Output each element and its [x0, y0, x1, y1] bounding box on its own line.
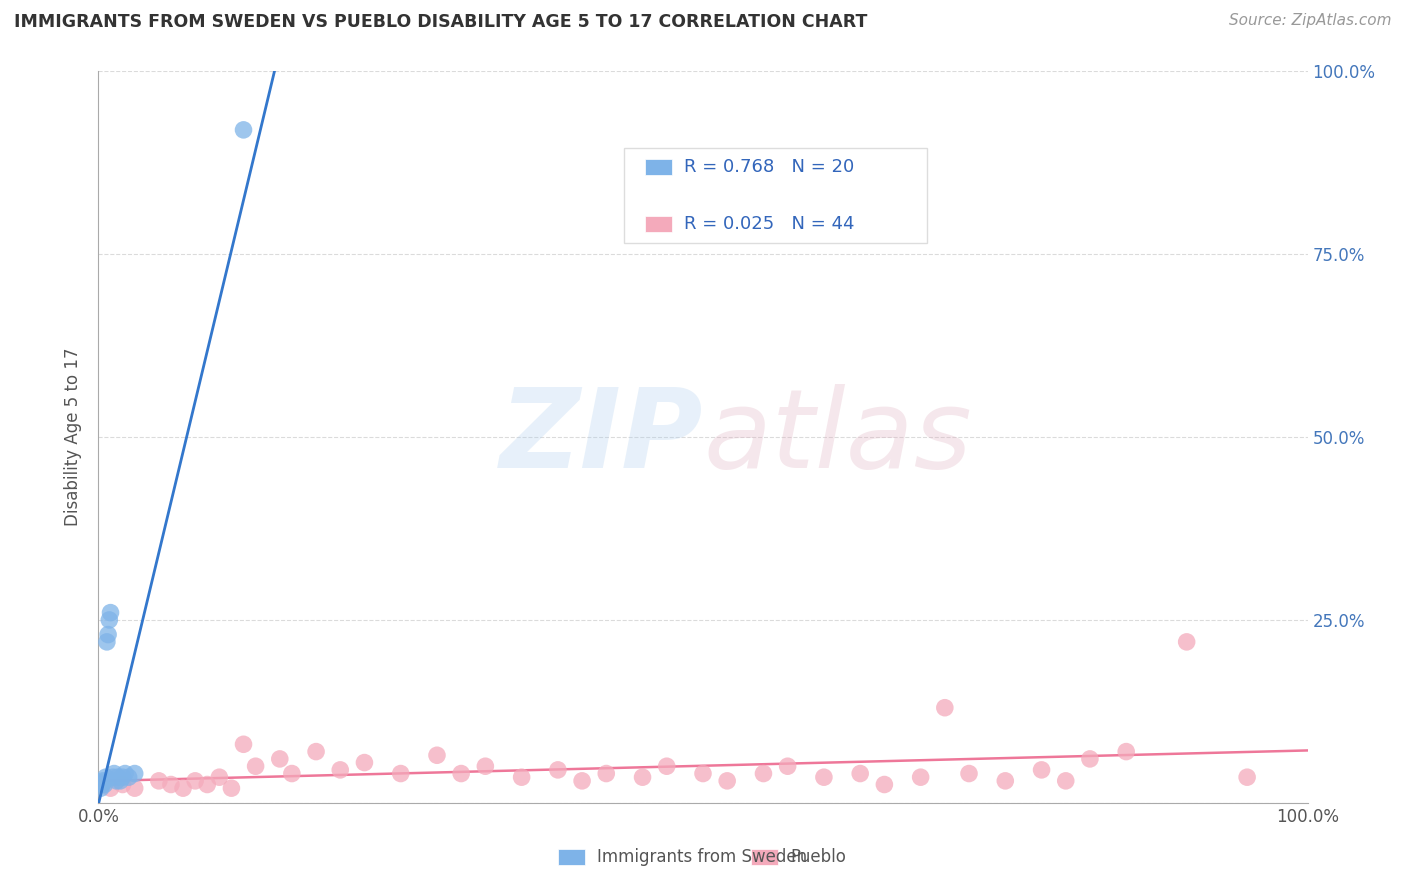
Point [1054, 773, 1077, 788]
Point [93, 778, 115, 792]
Point [103, 766, 125, 780]
Point [124, 766, 146, 780]
Point [100, 606, 122, 620]
Point [124, 781, 146, 796]
Point [547, 763, 569, 777]
Point [184, 773, 207, 788]
Point [752, 766, 775, 780]
Point [849, 766, 872, 780]
Point [305, 745, 328, 759]
Point [353, 756, 375, 770]
Text: atlas: atlas [703, 384, 972, 491]
Point [934, 700, 956, 714]
Point [776, 759, 799, 773]
Point [91, 775, 114, 789]
Point [631, 770, 654, 784]
Point [655, 759, 678, 773]
Y-axis label: Disability Age 5 to 17: Disability Age 5 to 17 [65, 348, 83, 526]
Point [957, 766, 980, 780]
Point [813, 770, 835, 784]
Point [1175, 635, 1198, 649]
Point [329, 763, 352, 777]
Point [94, 770, 117, 784]
Text: IMMIGRANTS FROM SWEDEN VS PUEBLO DISABILITY AGE 5 TO 17 CORRELATION CHART: IMMIGRANTS FROM SWEDEN VS PUEBLO DISABIL… [14, 13, 868, 31]
Point [208, 770, 231, 784]
Text: Immigrants from Sweden: Immigrants from Sweden [596, 848, 807, 866]
Point [232, 123, 254, 137]
Point [910, 770, 932, 784]
Point [232, 737, 254, 751]
Point [269, 752, 291, 766]
Point [160, 778, 183, 792]
Point [97, 627, 120, 641]
Point [873, 778, 896, 792]
Point [716, 773, 738, 788]
Point [1031, 763, 1053, 777]
Point [105, 773, 128, 788]
FancyBboxPatch shape [624, 148, 927, 244]
Point [100, 781, 122, 796]
Point [692, 766, 714, 780]
Bar [645, 216, 672, 232]
Point [1078, 752, 1101, 766]
Point [221, 781, 243, 796]
Point [148, 773, 170, 788]
Point [91, 778, 114, 792]
Text: R = 0.768   N = 20: R = 0.768 N = 20 [683, 158, 853, 177]
Point [426, 748, 449, 763]
Point [107, 770, 129, 784]
Point [90, 781, 112, 796]
Point [474, 759, 496, 773]
Point [108, 773, 131, 788]
Point [450, 766, 472, 780]
Point [281, 766, 304, 780]
Text: Source: ZipAtlas.com: Source: ZipAtlas.com [1229, 13, 1392, 29]
Point [91, 773, 114, 788]
Text: Pueblo: Pueblo [790, 848, 846, 866]
Point [172, 781, 194, 796]
Bar [751, 849, 778, 865]
Point [510, 770, 533, 784]
Point [111, 770, 134, 784]
Point [98, 613, 121, 627]
Point [111, 778, 134, 792]
Point [571, 773, 593, 788]
Point [994, 773, 1017, 788]
Point [118, 770, 141, 784]
Text: ZIP: ZIP [499, 384, 703, 491]
Point [96, 635, 118, 649]
Text: R = 0.025   N = 44: R = 0.025 N = 44 [683, 215, 855, 233]
Point [245, 759, 267, 773]
Point [389, 766, 412, 780]
Point [195, 778, 218, 792]
Point [1115, 745, 1137, 759]
Point [595, 766, 617, 780]
Point [1236, 770, 1258, 784]
Bar [558, 849, 585, 865]
Bar [645, 159, 672, 175]
Point [114, 766, 136, 780]
Point [101, 770, 124, 784]
